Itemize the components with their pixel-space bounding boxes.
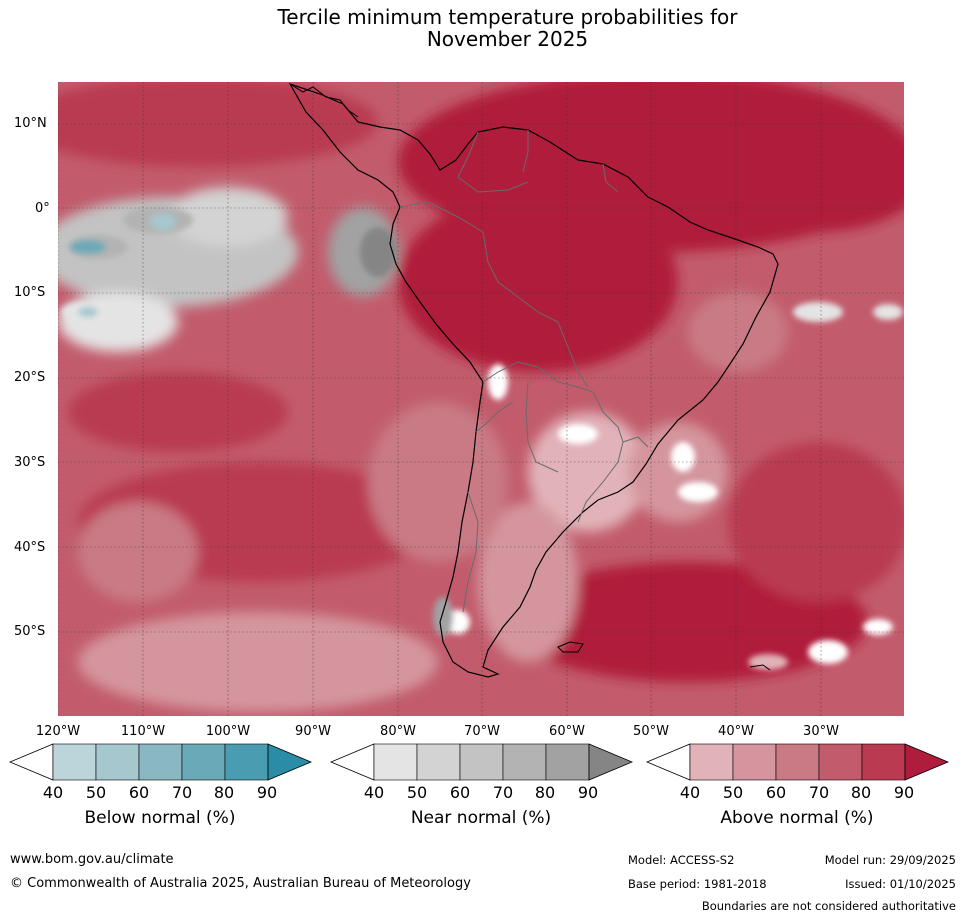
legend-colorbars <box>8 743 950 781</box>
legend-tick: 60 <box>765 783 787 802</box>
south-georgia-coastline <box>749 664 771 671</box>
legend-title-above: Above normal (%) <box>720 808 874 828</box>
title-line-2: November 2025 <box>426 27 589 51</box>
legend-tick: 50 <box>85 783 107 802</box>
lat-label-50s: 50°S <box>14 624 46 639</box>
legend-tick: 60 <box>449 783 471 802</box>
colorbar-swatch <box>181 743 226 781</box>
issued-text: Issued: 01/10/2025 <box>845 877 956 891</box>
colorbar-swatch <box>459 743 504 781</box>
legend-tick: 40 <box>363 783 385 802</box>
colorbar-swatch <box>545 743 590 781</box>
legend-tick: 90 <box>577 783 599 802</box>
model-run-text: Model run: 29/09/2025 <box>824 853 956 867</box>
lat-label-10s: 10°S <box>14 285 46 300</box>
colorbar-swatch <box>373 743 418 781</box>
central-america-coastline <box>289 83 359 118</box>
legend-tick: 50 <box>406 783 428 802</box>
legend-tick: 70 <box>492 783 514 802</box>
colorbar-upper-arrow <box>904 743 950 781</box>
colorbar-above <box>645 743 950 781</box>
colorbar-swatch <box>416 743 461 781</box>
colorbar-swatch <box>775 743 820 781</box>
colorbar-swatch <box>138 743 183 781</box>
colorbar-upper-arrow <box>267 743 313 781</box>
legend-tick: 60 <box>128 783 150 802</box>
lon-label-110w: 110°W <box>120 724 166 739</box>
lat-label-30s: 30°S <box>14 455 46 470</box>
lon-label-50w: 50°W <box>633 724 669 739</box>
falklands-coastline <box>557 641 584 653</box>
lon-label-90w: 90°W <box>295 724 331 739</box>
legend-tick: 90 <box>256 783 278 802</box>
legend-tick: 80 <box>213 783 235 802</box>
colorbar-swatch <box>689 743 734 781</box>
lon-label-120w: 120°W <box>35 724 81 739</box>
colorbar-lower-arrow <box>329 743 375 781</box>
probability-map[interactable] <box>18 72 928 716</box>
south-america-coastline <box>288 82 779 678</box>
lon-label-40w: 40°W <box>718 724 754 739</box>
title-line-1: Tercile minimum temperature probabilitie… <box>277 5 738 29</box>
legend-tick: 90 <box>893 783 915 802</box>
copyright-text: © Commonwealth of Australia 2025, Austra… <box>10 876 471 891</box>
lon-label-100w: 100°W <box>205 724 251 739</box>
legend-title-near: Near normal (%) <box>410 808 552 828</box>
lon-label-60w: 60°W <box>549 724 585 739</box>
legend-tick: 80 <box>850 783 872 802</box>
map-gridlines <box>57 82 904 716</box>
colorbar-lower-arrow <box>645 743 691 781</box>
legend-tick: 40 <box>679 783 701 802</box>
colorbar-swatch <box>502 743 547 781</box>
chart-title: Tercile minimum temperature probabilitie… <box>0 6 965 50</box>
colorbar-upper-arrow <box>588 743 634 781</box>
lat-label-20s: 20°S <box>14 370 46 385</box>
disclaimer-text: Boundaries are not considered authoritat… <box>701 899 956 913</box>
colorbar-swatch <box>52 743 97 781</box>
lat-label-10n: 10°N <box>14 116 47 131</box>
legend-tick: 40 <box>42 783 64 802</box>
legend-tick: 70 <box>171 783 193 802</box>
lon-label-80w: 80°W <box>380 724 416 739</box>
legend-title-below: Below normal (%) <box>84 808 236 828</box>
model-text: Model: ACCESS-S2 <box>628 853 735 867</box>
legend-tick: 80 <box>534 783 556 802</box>
probability-field-detail <box>61 206 903 670</box>
lon-label-30w: 30°W <box>803 724 839 739</box>
website-link[interactable]: www.bom.gov.au/climate <box>10 852 174 867</box>
lat-label-40s: 40°S <box>14 540 46 555</box>
lon-label-70w: 70°W <box>464 724 500 739</box>
country-borders <box>399 130 649 613</box>
colorbar-swatch <box>95 743 140 781</box>
colorbar-swatch <box>224 743 269 781</box>
legend-tick: 50 <box>722 783 744 802</box>
map-svg <box>18 72 928 716</box>
base-period-text: Base period: 1981-2018 <box>628 877 767 891</box>
colorbar-swatch <box>732 743 777 781</box>
colorbar-below <box>8 743 313 781</box>
legend-tick: 70 <box>808 783 830 802</box>
lat-label-0: 0° <box>35 201 50 216</box>
colorbar-swatch <box>818 743 863 781</box>
colorbar-swatch <box>861 743 906 781</box>
probability-field <box>18 72 928 712</box>
colorbar-lower-arrow <box>8 743 54 781</box>
colorbar-near <box>329 743 634 781</box>
